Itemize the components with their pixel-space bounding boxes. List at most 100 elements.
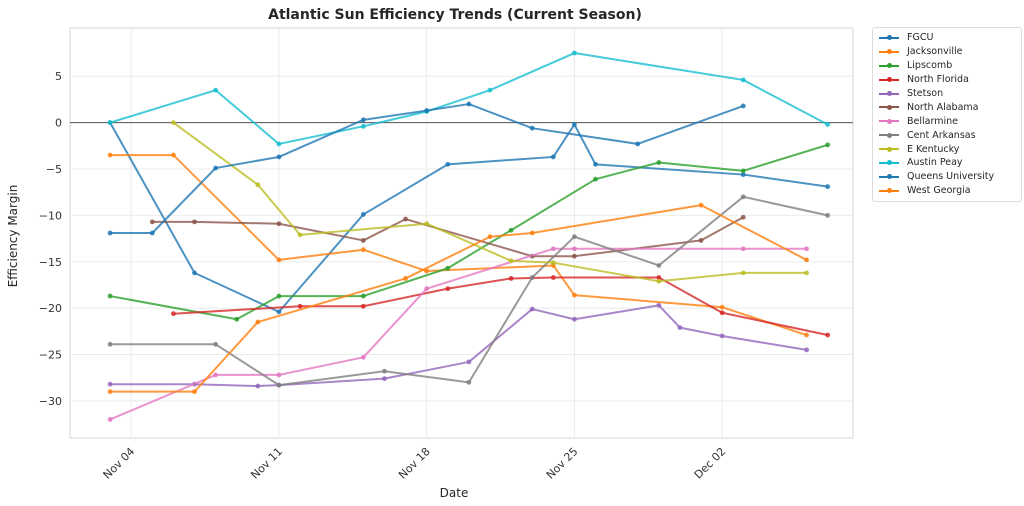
data-point [825,332,831,338]
data-point [276,309,282,315]
data-point [804,332,809,338]
data-point [466,379,472,385]
data-point [255,383,261,389]
data-point [445,286,451,292]
data-point [529,306,535,312]
data-point [825,142,831,148]
legend-swatch-icon [879,145,899,153]
series-north-florida [171,275,831,338]
data-point [171,120,176,126]
data-point [424,221,430,227]
plot-area [69,27,854,439]
series-bellarmine [107,246,809,422]
legend-item-west-georgia: West Georgia [873,184,1021,198]
legend-item-bellarmine: Bellarmine [873,114,1021,128]
chart-title: Atlantic Sun Efficiency Trends (Current … [268,7,642,23]
data-point [445,161,451,167]
data-point [719,304,725,310]
data-point [740,270,746,276]
data-point [107,417,113,422]
data-point [403,276,408,281]
data-point [529,230,535,236]
x-tick-label: Nov 04 [101,445,138,482]
data-point [550,275,556,280]
data-point [719,310,725,316]
data-point [529,275,535,280]
data-point [572,316,577,322]
data-point [677,325,683,331]
data-point [593,176,598,182]
y-axis-ticks: 5 0 −5 −10 −15 −20 −25 −30 [39,70,62,408]
legend-swatch-icon [879,159,899,167]
data-point [213,372,219,378]
series-jacksonville [107,152,809,338]
legend-label: North Florida [907,74,969,86]
legend-item-stetson: Stetson [873,87,1021,101]
data-point [276,141,282,147]
x-tick-label: Nov 11 [248,445,285,482]
data-point [213,341,219,347]
x-axis-label: Date [440,486,469,500]
legend-item-jacksonville: Jacksonville [873,45,1021,59]
data-point [487,87,493,93]
legend-swatch-icon [879,173,899,181]
data-point [360,303,366,309]
data-point [360,247,366,253]
data-point [656,278,662,284]
x-tick-label: Nov 18 [396,445,433,482]
data-point [192,389,197,395]
data-point [107,341,113,347]
data-point [572,122,577,127]
data-point [297,303,303,309]
legend-swatch-icon [879,131,899,139]
legend-swatch-icon [879,48,899,56]
data-point [424,268,430,274]
data-point [445,265,451,271]
legend-item-e-kentucky: E Kentucky [873,142,1021,156]
legend-swatch-icon [879,34,899,42]
data-point [360,212,366,217]
data-point [508,276,514,281]
data-point [107,389,113,395]
x-tick-label: Nov 25 [544,445,581,482]
data-point [719,333,725,339]
data-point [740,103,746,109]
y-tick-label: −25 [39,349,62,362]
legend-label: Cent Arkansas [907,129,976,141]
data-point [360,238,366,243]
y-tick-label: −5 [46,163,62,176]
legend-item-fgcu: FGCU [873,31,1021,45]
legend-label: Stetson [907,88,944,99]
data-point [403,216,408,222]
data-point [192,270,197,276]
data-point [656,263,662,268]
legend-label: FGCU [907,32,934,44]
data-point [740,194,746,200]
data-point [255,182,261,188]
data-point [171,152,176,158]
legend-label: Lipscomb [907,60,953,72]
legend-label: E Kentucky [907,143,960,155]
data-point [656,275,662,280]
data-point [804,257,809,263]
legend-swatch-icon [879,62,899,70]
legend-swatch-icon [879,76,899,84]
data-point [171,311,176,317]
data-point [550,260,556,266]
data-point [107,152,113,158]
data-point [487,234,493,240]
data-point [508,258,514,264]
x-tick-label: Dec 02 [692,445,729,482]
y-tick-label: 5 [55,70,62,83]
data-point [740,246,746,252]
data-point [572,234,577,240]
data-point [213,87,219,93]
data-point [804,270,809,276]
data-point [550,154,556,160]
legend-item-lipscomb: Lipscomb [873,59,1021,73]
legend-item-north-florida: North Florida [873,73,1021,87]
data-point [276,372,282,378]
data-point [466,101,472,107]
data-point [740,77,746,83]
data-point [466,359,472,365]
